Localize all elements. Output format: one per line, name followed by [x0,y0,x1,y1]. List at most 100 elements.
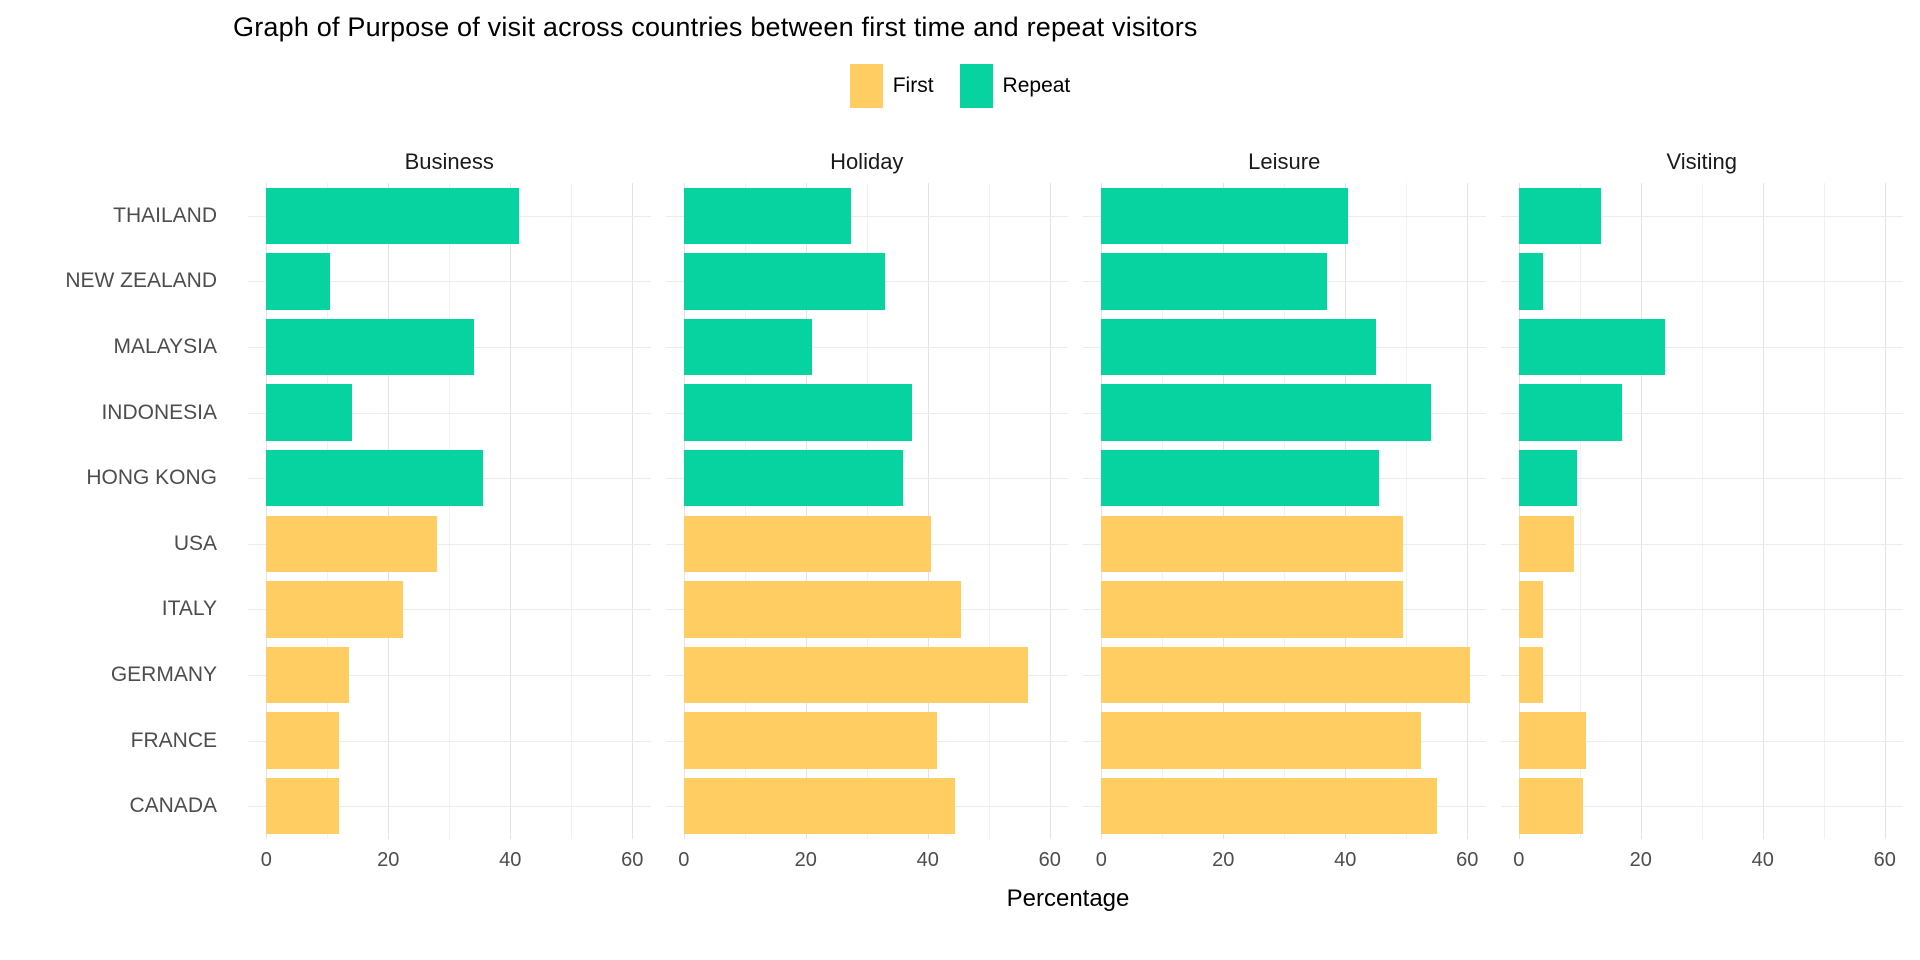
strip-spacer [0,143,233,175]
row-france [665,708,1068,774]
gridline-minor [1284,183,1286,839]
row-hong-kong [665,445,1068,511]
bar-visiting-hong-kong [1518,449,1577,507]
row-malaysia [1083,314,1486,380]
gridline-minor [1579,183,1581,839]
bar-visiting-usa [1518,515,1574,572]
x-tick-label: 0 [260,849,272,871]
bar-holiday-canada [683,777,956,835]
row-usa [665,511,1068,577]
gridline-major [805,183,807,839]
row-italy [248,577,651,643]
gridline-minor [571,183,573,839]
x-tick-label: 40 [916,849,939,871]
xtick-spacer [0,845,233,883]
row-thailand [665,183,1068,249]
bar-holiday-hong-kong [683,449,904,507]
y-axis-label: THAILAND [113,203,217,227]
gridline-minor [327,183,329,839]
row-canada [1500,773,1903,839]
legend-item-first: First [849,64,934,108]
row-new-zealand [1500,249,1903,315]
gridline-major [1762,183,1764,839]
gridline-horizontal [665,346,1068,348]
row-hong-kong [1083,445,1486,511]
bar-holiday-germany [683,646,1029,704]
gridline-horizontal [1500,740,1903,742]
row-france [1500,708,1903,774]
panel-leisure [1083,183,1486,839]
gridline-major [1223,183,1225,839]
row-malaysia [665,314,1068,380]
y-axis-label: GERMANY [110,662,217,686]
panel-rows [248,183,651,839]
gridline-minor [744,183,746,839]
panel-rows [1500,183,1903,839]
row-canada [665,773,1068,839]
bar-visiting-canada [1518,777,1583,835]
row-thailand [1083,183,1486,249]
gridline-minor [1823,183,1825,839]
x-tick-label: 0 [678,849,690,871]
gridline-horizontal [248,740,651,742]
bar-business-new-zealand [266,253,331,310]
bar-holiday-new-zealand [683,253,886,310]
row-france [1083,708,1486,774]
bar-visiting-italy [1518,581,1544,638]
row-indonesia [1083,380,1486,446]
bar-business-hong-kong [266,449,483,507]
row-usa [1083,511,1486,577]
legend-key-first [849,64,883,108]
x-tick-label: 40 [1334,849,1357,871]
chart-title: Graph of Purpose of visit across countri… [233,12,1198,42]
row-germany [665,642,1068,708]
row-hong-kong [248,445,651,511]
gridline-major [1345,183,1347,839]
gridline-major [1518,183,1520,839]
row-hong-kong [1500,445,1903,511]
bar-leisure-indonesia [1101,384,1431,441]
bar-leisure-hong-kong [1101,449,1379,507]
row-indonesia [248,380,651,446]
gridline-minor [1701,183,1703,839]
gridline-major [1884,183,1886,839]
facet-label-business: Business [404,149,494,174]
y-axis-label: MALAYSIA [113,334,217,358]
gridline-major [927,183,929,839]
gridline-major [632,183,634,839]
bar-leisure-thailand [1101,187,1349,244]
bar-leisure-germany [1101,646,1471,704]
bar-leisure-canada [1101,777,1437,835]
gridline-minor [1162,183,1164,839]
row-malaysia [1500,314,1903,380]
gridline-horizontal [1500,412,1903,414]
bar-holiday-france [683,712,937,769]
y-axis-label: ITALY [161,597,217,621]
bar-visiting-indonesia [1518,384,1623,441]
facet-label-holiday: Holiday [830,149,904,174]
gridline-horizontal [1500,543,1903,545]
xticks-holiday: 0 20 40 60 [666,845,1069,883]
row-indonesia [665,380,1068,446]
x-tick-label: 60 [1038,849,1061,871]
row-new-zealand [1083,249,1486,315]
bar-business-indonesia [266,384,352,441]
gridline-horizontal [1500,478,1903,480]
y-axis-label: FRANCE [130,728,217,752]
gridline-horizontal [665,215,1068,217]
panel-business [248,183,651,839]
bar-visiting-france [1518,712,1586,769]
bar-business-italy [266,581,404,638]
gridline-horizontal [1500,806,1903,808]
legend: First Repeat [0,63,1920,109]
row-italy [1083,577,1486,643]
gridline-major [1049,183,1051,839]
gridline-horizontal [248,543,651,545]
y-axis-label: INDONESIA [101,400,217,424]
row-usa [1500,511,1903,577]
gridline-major [1101,183,1103,839]
gridline-horizontal [1500,609,1903,611]
row-new-zealand [665,249,1068,315]
row-malaysia [248,314,651,380]
